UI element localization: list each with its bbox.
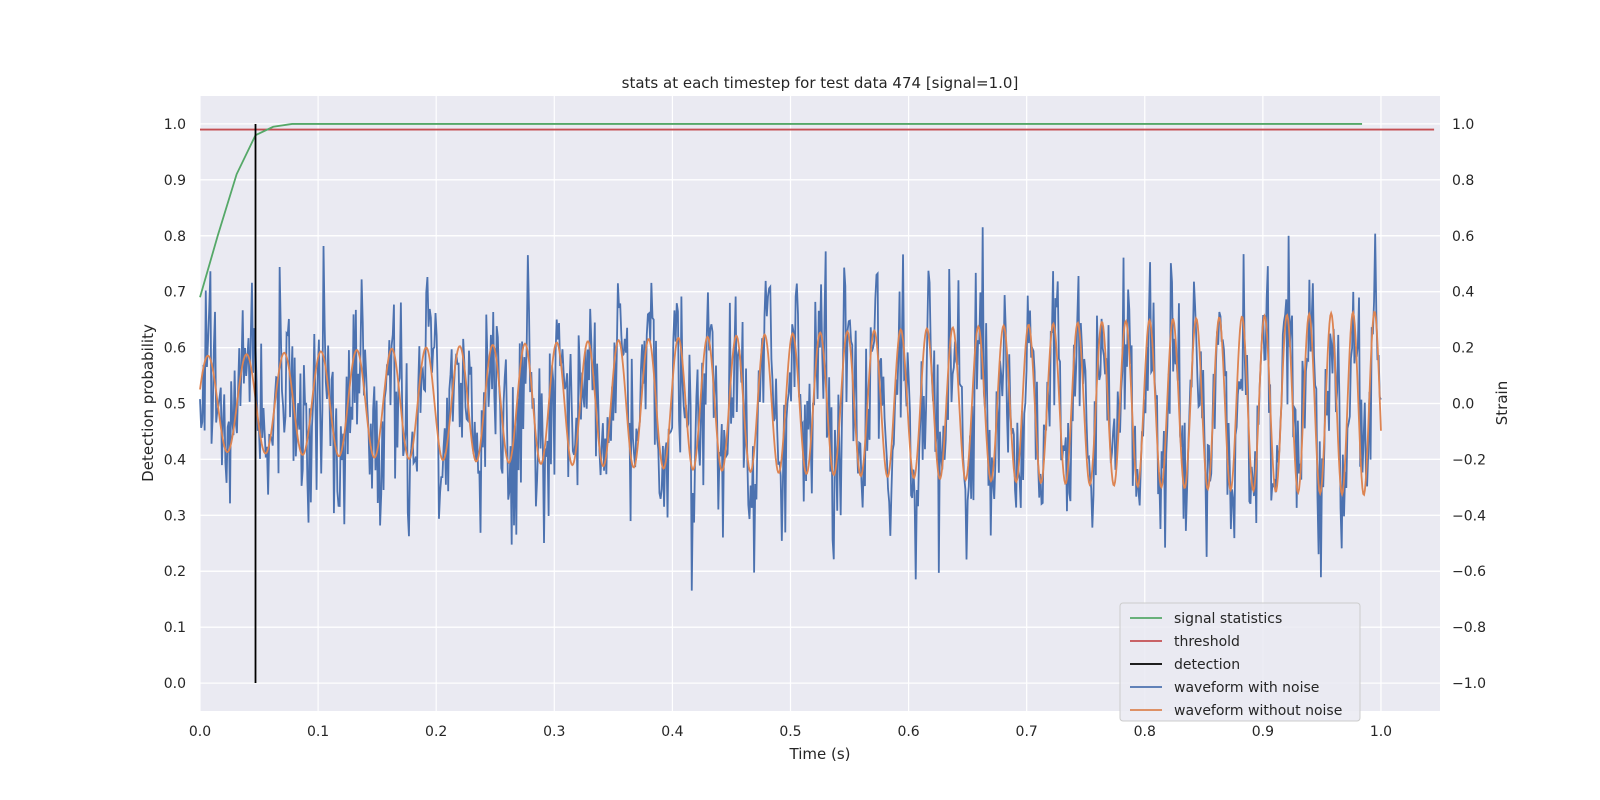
y-tick-label-left: 0.9 [164,173,186,189]
x-tick-label: 0.0 [189,724,211,740]
y-tick-label-left: 0.0 [164,676,186,692]
chart-title: stats at each timestep for test data 474… [622,74,1019,92]
ticks: 0.0 0.1 0.2 0.3 0.4 0.5 0.6 0.7 0.8 0.9 1.0 0.0 0.1 0… [164,117,1486,740]
y-tick-label-right: −1.0 [1452,676,1486,692]
y-tick-label-left: 0.8 [164,229,186,245]
legend: signal statistics threshold detection wavef… [1119,602,1361,722]
y-tick-label-right: 0.8 [1452,173,1474,189]
y-tick-label-right: 1.0 [1452,117,1474,133]
y-tick-label-right: 0.2 [1452,341,1474,357]
y-tick-label-right: −0.8 [1452,620,1486,636]
x-tick-label: 1.0 [1370,724,1392,740]
y-tick-label-right: −0.2 [1452,452,1486,468]
y-tick-label-left: 0.3 [164,508,186,524]
x-tick-label: 0.9 [1252,724,1274,740]
y-tick-label-left: 0.5 [164,397,186,413]
y-axis-label-left: Detection probability [139,324,157,482]
x-tick-label: 0.4 [661,724,683,740]
signal-statistics-line [199,123,1363,298]
legend-label: detection [1174,657,1240,673]
y-tick-label-right: 0.6 [1452,229,1474,245]
series-layer [199,123,1435,684]
x-axis-label: Time (s) [789,745,851,763]
y-tick-label-left: 1.0 [164,117,186,133]
x-tick-label: 0.5 [779,724,801,740]
legend-item: signal statistics [1130,611,1282,627]
legend-label: signal statistics [1174,611,1282,627]
x-tick-label: 0.1 [307,724,329,740]
legend-item: detection [1130,657,1240,673]
legend-items: signal statistics threshold detection wavef… [1130,611,1342,719]
y-tick-label-left: 0.2 [164,564,186,580]
legend-item: threshold [1130,634,1240,650]
y-tick-label-right: 0.0 [1452,397,1474,413]
y-tick-label-left: 0.6 [164,341,186,357]
y-tick-label-right: −0.4 [1452,508,1486,524]
legend-label: waveform without noise [1174,703,1342,719]
y-tick-label-left: 0.1 [164,620,186,636]
y-tick-label-right: −0.6 [1452,564,1486,580]
legend-box [1119,602,1361,722]
legend-item: waveform without noise [1130,703,1342,719]
y-tick-label-right: 0.4 [1452,285,1474,301]
y-axis-label-right: Strain [1493,381,1511,425]
x-tick-label: 0.8 [1134,724,1156,740]
waveform-with-noise-line [199,227,1382,591]
x-tick-label: 0.7 [1016,724,1038,740]
x-tick-label: 0.2 [425,724,447,740]
legend-label: waveform with noise [1174,680,1319,696]
x-tick-label: 0.3 [543,724,565,740]
waveform-without-noise-line [199,309,1382,498]
x-tick-label: 0.6 [897,724,919,740]
y-tick-label-left: 0.7 [164,285,186,301]
legend-label: threshold [1174,634,1240,650]
y-tick-label-left: 0.4 [164,452,186,468]
legend-item: waveform with noise [1130,680,1319,696]
